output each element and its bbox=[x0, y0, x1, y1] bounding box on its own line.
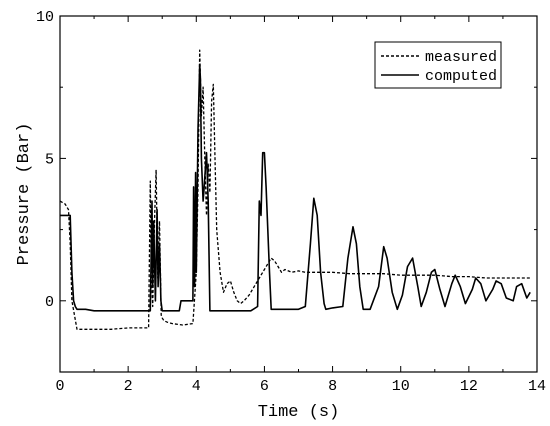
series-line-measured bbox=[59, 49, 531, 330]
legend-box bbox=[374, 41, 502, 89]
x-tick-label: 0 bbox=[55, 378, 64, 395]
x-tick-label: 4 bbox=[192, 378, 201, 395]
x-tick-label: 12 bbox=[460, 378, 478, 395]
series-lines bbox=[59, 49, 531, 330]
x-tick-label: 6 bbox=[260, 378, 269, 395]
y-axis-title: Pressure (Bar) bbox=[15, 123, 34, 266]
y-tick-label: 5 bbox=[45, 151, 54, 168]
axis-tick-labels: 0 2 4 6 8 10 12 14 0 5 10 bbox=[36, 9, 546, 395]
y-tick-label: 10 bbox=[36, 9, 54, 26]
legend-label-computed: computed bbox=[425, 68, 497, 85]
y-tick-label: 0 bbox=[45, 294, 54, 311]
x-axis-title: Time (s) bbox=[258, 403, 340, 422]
x-tick-label: 8 bbox=[328, 378, 337, 395]
axis-ticks bbox=[59, 15, 538, 372]
x-tick-label: 10 bbox=[392, 378, 410, 395]
legend: measured computed bbox=[374, 41, 502, 89]
x-tick-label: 14 bbox=[528, 378, 546, 395]
x-tick-label: 2 bbox=[124, 378, 133, 395]
series-line-computed bbox=[60, 63, 531, 312]
legend-label-measured: measured bbox=[425, 49, 497, 66]
